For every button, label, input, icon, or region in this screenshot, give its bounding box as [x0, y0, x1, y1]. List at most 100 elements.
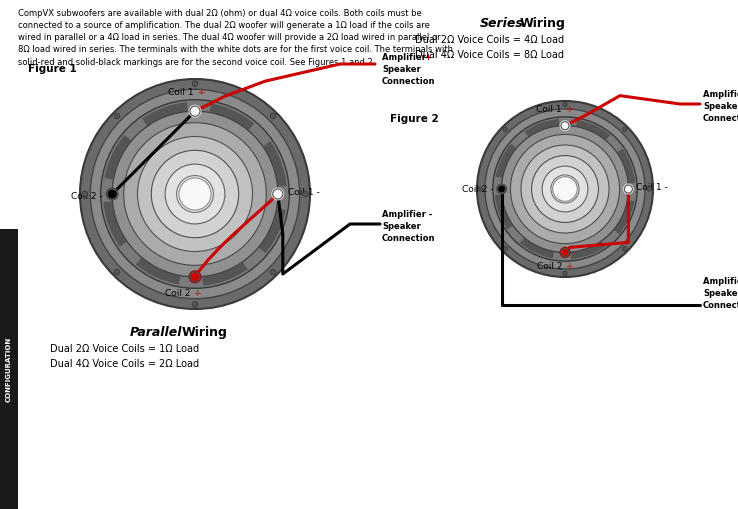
Text: Coil 1 -: Coil 1 - [288, 187, 320, 196]
Text: Wiring: Wiring [520, 17, 566, 30]
Text: Speaker: Speaker [382, 65, 421, 73]
Circle shape [493, 117, 637, 261]
Circle shape [503, 246, 508, 251]
Wedge shape [195, 194, 286, 253]
Circle shape [542, 166, 588, 212]
Circle shape [272, 187, 284, 201]
Text: Wiring: Wiring [182, 326, 228, 339]
Circle shape [90, 90, 300, 299]
Text: Coil 2 -: Coil 2 - [71, 191, 102, 201]
Circle shape [137, 136, 252, 251]
Circle shape [188, 105, 201, 118]
Wedge shape [525, 119, 565, 189]
Text: Dual 2Ω Voice Coils = 4Ω Load: Dual 2Ω Voice Coils = 4Ω Load [415, 35, 564, 45]
Circle shape [273, 189, 283, 199]
Text: +: + [565, 262, 573, 271]
Circle shape [478, 187, 483, 191]
Wedge shape [520, 189, 565, 259]
Circle shape [124, 123, 266, 265]
Circle shape [303, 191, 308, 197]
Circle shape [192, 301, 198, 307]
Circle shape [542, 166, 588, 212]
Circle shape [114, 113, 120, 119]
Wedge shape [195, 141, 286, 194]
Text: +: + [197, 88, 204, 97]
Text: Figure 2: Figure 2 [390, 114, 439, 124]
Text: Speaker: Speaker [703, 289, 738, 297]
Text: Coil 1: Coil 1 [168, 88, 197, 97]
Circle shape [497, 185, 506, 193]
Circle shape [100, 100, 289, 288]
Circle shape [107, 189, 117, 199]
Wedge shape [565, 149, 635, 189]
Circle shape [190, 106, 200, 116]
Text: Dual 4Ω Voice Coils = 2Ω Load: Dual 4Ω Voice Coils = 2Ω Load [50, 359, 199, 369]
Text: Coil 2: Coil 2 [537, 262, 565, 271]
Circle shape [559, 120, 570, 131]
Circle shape [270, 269, 276, 275]
Text: CONFIGURATION: CONFIGURATION [6, 336, 12, 402]
Text: Speaker: Speaker [382, 221, 421, 231]
Circle shape [124, 123, 266, 265]
Circle shape [190, 272, 200, 282]
Circle shape [623, 127, 627, 131]
Circle shape [623, 246, 627, 251]
Circle shape [551, 175, 579, 203]
Text: Speaker: Speaker [703, 101, 738, 110]
Circle shape [511, 134, 620, 244]
Text: Dual 4Ω Voice Coils = 8Ω Load: Dual 4Ω Voice Coils = 8Ω Load [415, 50, 564, 60]
Circle shape [485, 109, 645, 269]
Wedge shape [565, 189, 635, 234]
Circle shape [188, 270, 201, 284]
Circle shape [114, 269, 120, 275]
Text: Coil 1: Coil 1 [537, 105, 565, 114]
Circle shape [521, 145, 609, 233]
Wedge shape [495, 189, 565, 230]
Circle shape [551, 175, 579, 203]
Circle shape [511, 134, 620, 244]
Text: +: + [565, 105, 573, 114]
Text: +: + [193, 289, 201, 298]
Circle shape [179, 178, 211, 210]
Wedge shape [565, 120, 610, 189]
Circle shape [559, 247, 570, 258]
Wedge shape [136, 194, 195, 285]
Text: Amplifier: Amplifier [703, 90, 738, 99]
Circle shape [112, 111, 277, 277]
Circle shape [106, 187, 119, 201]
Circle shape [531, 156, 599, 222]
Circle shape [477, 101, 653, 277]
Circle shape [192, 81, 198, 87]
Circle shape [647, 187, 652, 191]
Circle shape [137, 136, 252, 251]
Text: Connection: Connection [382, 234, 435, 242]
Circle shape [176, 176, 213, 212]
Text: Coil 2: Coil 2 [165, 289, 193, 298]
Text: Series: Series [480, 17, 524, 30]
Circle shape [112, 111, 277, 277]
Wedge shape [565, 189, 605, 259]
Circle shape [496, 184, 507, 194]
Circle shape [561, 248, 569, 257]
Circle shape [623, 184, 634, 194]
Circle shape [502, 126, 628, 252]
Circle shape [151, 150, 238, 238]
Circle shape [82, 191, 88, 197]
Circle shape [176, 176, 213, 212]
Text: Connection: Connection [382, 76, 435, 86]
Circle shape [553, 177, 577, 202]
Circle shape [80, 79, 310, 309]
Circle shape [561, 122, 569, 130]
Text: Amplifier -: Amplifier - [382, 210, 432, 218]
Text: Parallel: Parallel [130, 326, 182, 339]
Wedge shape [104, 135, 195, 194]
Text: Dual 2Ω Voice Coils = 1Ω Load: Dual 2Ω Voice Coils = 1Ω Load [50, 344, 199, 354]
Wedge shape [496, 144, 565, 189]
Wedge shape [195, 103, 254, 194]
Text: Connection: Connection [703, 300, 738, 309]
Text: Amplifier -: Amplifier - [703, 276, 738, 286]
Text: CompVX subwoofers are available with dual 2Ω (ohm) or dual 4Ω voice coils. Both : CompVX subwoofers are available with dua… [18, 9, 453, 67]
Text: Connection: Connection [703, 114, 738, 123]
Wedge shape [103, 194, 195, 247]
Bar [0, 229, 18, 509]
